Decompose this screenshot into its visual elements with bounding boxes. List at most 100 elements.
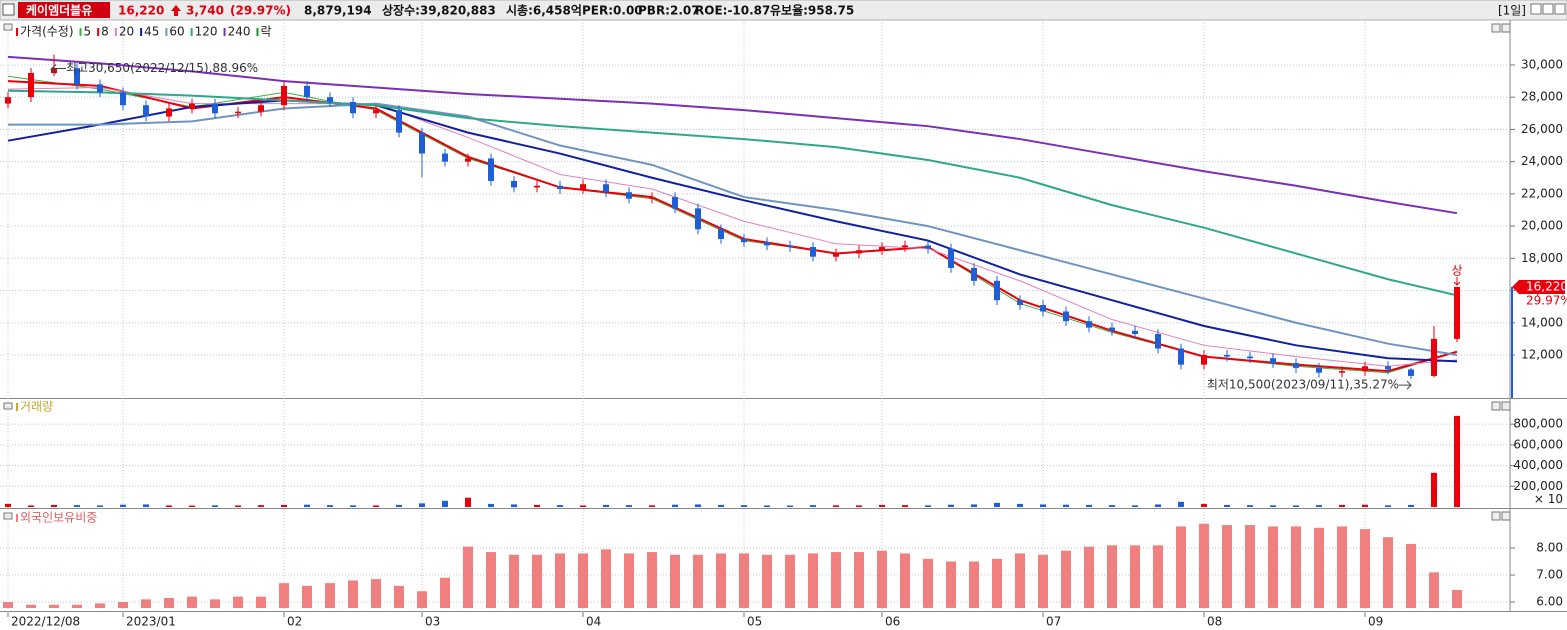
candle-body: [1431, 338, 1437, 376]
bar: [578, 553, 588, 608]
bar: [74, 505, 80, 507]
price-tag-pct: 29.97%: [1526, 293, 1567, 307]
y-tick-label: 22,000: [1521, 186, 1563, 200]
bar: [808, 553, 818, 608]
bar: [764, 505, 770, 507]
bar: [143, 504, 149, 507]
candle-body: [626, 192, 632, 199]
bar: [396, 504, 402, 507]
candle-body: [212, 103, 218, 114]
button[interactable]: [1542, 3, 1554, 15]
candle-body: [327, 97, 333, 103]
x-tick-label: 06: [885, 615, 900, 629]
bar: [1247, 505, 1253, 507]
candle-body: [1270, 358, 1276, 364]
panel-title: 외국인보유비중: [20, 511, 97, 525]
bar: [325, 583, 335, 608]
legend-label: 5: [84, 25, 92, 39]
bar: [856, 505, 862, 507]
listed-shares: 상장수:39,820,883: [382, 3, 496, 18]
candle-body: [534, 185, 540, 188]
x-tick-label: 2023/01: [126, 615, 176, 629]
candle-body: [695, 208, 701, 230]
bar: [235, 505, 241, 507]
candle-body: [166, 108, 172, 117]
bar: [1130, 545, 1140, 608]
candle-body: [74, 68, 80, 85]
stock-name[interactable]: 케이엠더블유: [26, 3, 92, 18]
bar: [1314, 527, 1324, 608]
candle-body: [1362, 366, 1368, 372]
candle-body: [373, 110, 379, 114]
candle-body: [120, 92, 126, 106]
bar: [1316, 505, 1322, 507]
bar: [1178, 501, 1184, 507]
y-tick-label: 28,000: [1521, 90, 1563, 104]
annotation-arrow: [1399, 380, 1412, 390]
bar: [164, 598, 174, 608]
bar: [95, 603, 105, 608]
moving-average: [7, 55, 1458, 215]
bar: [739, 553, 749, 608]
candle-body: [1040, 305, 1046, 312]
bar: [1431, 472, 1437, 507]
bar: [1293, 505, 1299, 507]
button[interactable]: [1530, 3, 1542, 15]
candle-body: [718, 229, 724, 239]
candle-body: [304, 85, 310, 98]
bar: [1224, 504, 1230, 507]
checkbox[interactable]: [2, 3, 15, 16]
price-tag-label: 16,220: [1526, 279, 1567, 293]
legend-label: 가격(수정): [20, 25, 74, 39]
bar: [1429, 572, 1439, 608]
pbr: PBR:2.07: [638, 4, 700, 18]
bar: [256, 596, 266, 608]
candle-body: [741, 238, 747, 243]
bar: [120, 504, 126, 507]
moving-average: [7, 89, 1458, 297]
candle-body: [971, 267, 977, 281]
period[interactable]: [1일]: [1498, 4, 1526, 18]
bar: [948, 504, 954, 507]
bar: [716, 553, 726, 608]
bar: [1040, 504, 1046, 507]
bar: [879, 504, 885, 507]
high-annotation: 최고30,650(2022/12/15),88.96%: [66, 61, 258, 75]
candle-body: [143, 105, 149, 117]
bar: [1107, 545, 1117, 608]
candle-body: [833, 253, 839, 257]
volume: 8,879,194: [304, 4, 372, 18]
bar: [281, 504, 287, 507]
candle-body: [97, 84, 103, 93]
legend-swatch: [223, 28, 226, 36]
close-button[interactable]: [1554, 3, 1566, 15]
candle-body: [465, 158, 471, 162]
low-annotation: 최저10,500(2023/09/11),35.27%: [1207, 378, 1399, 392]
legend-label: 120: [195, 25, 218, 39]
candle-body: [1247, 356, 1253, 359]
y-tick-label: 14,000: [1521, 315, 1563, 329]
bar: [1084, 546, 1094, 608]
candle-body: [1454, 286, 1460, 339]
bar: [279, 583, 289, 608]
bar: [1406, 543, 1416, 608]
title-swatch: [16, 403, 18, 411]
bar: [486, 552, 496, 608]
price-tag: [1512, 279, 1565, 294]
x-tick-label: 02: [287, 615, 302, 629]
bar: [1153, 545, 1163, 608]
bar: [994, 502, 1000, 507]
legend-swatch: [256, 28, 259, 36]
name-box: [18, 2, 110, 18]
candle-body: [557, 185, 563, 190]
candle-body: [511, 180, 517, 188]
bar: [371, 579, 381, 608]
annotation-arrow: [50, 64, 66, 74]
legend-swatch: [97, 28, 100, 36]
bar: [923, 558, 933, 608]
legend-label: 8: [101, 25, 109, 39]
bar: [97, 505, 103, 507]
bar: [785, 554, 795, 608]
bar: [304, 504, 310, 507]
bar: [488, 503, 494, 507]
